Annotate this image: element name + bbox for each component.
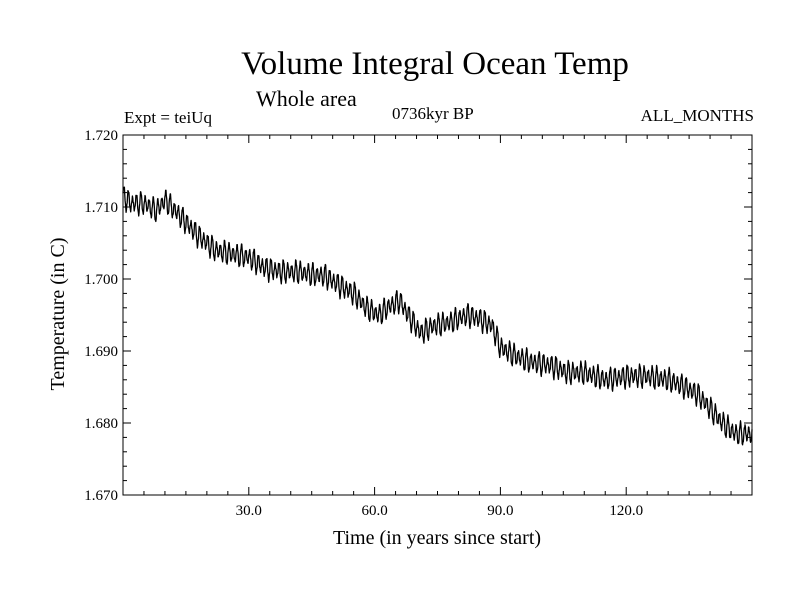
axis-ticks: [123, 135, 752, 495]
y-tick-label: 1.690: [84, 344, 118, 360]
x-tick-label: 90.0: [487, 503, 513, 519]
y-tick-label: 1.700: [84, 272, 118, 288]
x-tick-label: 120.0: [609, 503, 643, 519]
y-tick-label: 1.680: [84, 416, 118, 432]
y-tick-label: 1.710: [84, 200, 118, 216]
months-label: ALL_MONTHS: [640, 106, 754, 125]
chart-title: Volume Integral Ocean Temp: [241, 46, 629, 82]
y-tick-label: 1.720: [84, 128, 118, 144]
x-axis-label: Time (in years since start): [333, 527, 541, 549]
chart-subtitle: Whole area: [256, 86, 357, 111]
series-line-temperature: [122, 186, 753, 446]
axis-tick-labels: 30.0 60.0 90.0 120.0 1.670 1.680 1.690 1.700 1.7…: [84, 128, 643, 519]
y-axis-label: Temperature (in C): [47, 238, 69, 391]
x-tick-label: 60.0: [361, 503, 387, 519]
experiment-label: Expt = teiUq: [124, 108, 212, 127]
period-label: 0736kyr BP: [392, 104, 474, 123]
x-tick-label: 30.0: [236, 503, 262, 519]
y-tick-label: 1.670: [84, 488, 118, 504]
